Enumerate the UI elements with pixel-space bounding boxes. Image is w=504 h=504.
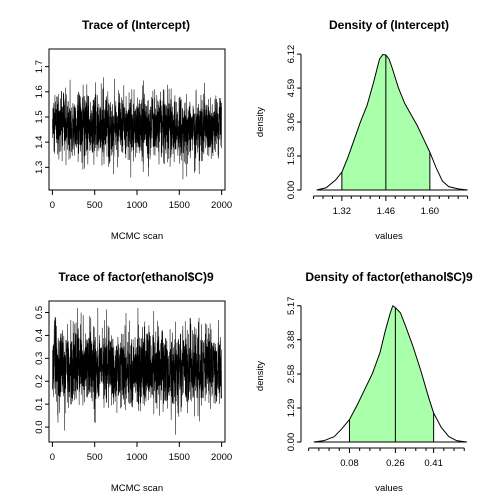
trace-series xyxy=(52,77,222,180)
y-tick-label: 0.1 xyxy=(34,398,45,411)
x-tick-label: 500 xyxy=(87,200,103,211)
y-tick-label: 3.06 xyxy=(286,113,297,132)
density-curve xyxy=(313,304,467,443)
x-tick-label: 0.08 xyxy=(340,458,359,469)
y-tick-label: 0.3 xyxy=(34,352,45,365)
y-axis: 0.0 0.1 0.2 0.3 0.4 0.5 xyxy=(34,306,50,434)
y-tick-label: 5.17 xyxy=(286,296,297,315)
y-tick-label: 0.0 xyxy=(34,420,45,433)
y-axis: 0.00 1.29 2.58 3.88 5.17 xyxy=(286,296,302,452)
y-tick-label: 0.2 xyxy=(34,375,45,388)
chart-title: Density of factor(ethanol$C)9 xyxy=(305,270,473,284)
trace-line xyxy=(52,77,222,180)
x-axis: 0 500 1000 1500 2000 xyxy=(50,441,232,463)
y-tick-label: 1.53 xyxy=(286,147,297,166)
x-tick-label: 0.26 xyxy=(386,458,405,469)
x-tick-label: 0.41 xyxy=(424,458,443,469)
x-axis-label: values xyxy=(375,231,403,242)
density-series xyxy=(316,54,468,191)
y-axis-label: density xyxy=(255,107,266,137)
x-axis: 0.08 0.26 0.41 xyxy=(308,447,465,469)
trace-series xyxy=(52,307,222,435)
trace-intercept-panel: Trace of (Intercept) 0 500 1000 1500 2000 1.… xyxy=(34,18,232,242)
y-tick-label: 0.00 xyxy=(286,181,297,200)
density-ethanol-panel: Density of factor(ethanol$C)9 0.08 0.26 0.… xyxy=(255,270,473,494)
credible-interval-fill xyxy=(349,305,434,442)
x-tick-label: 1.60 xyxy=(421,206,440,217)
x-tick-label: 1000 xyxy=(126,452,147,463)
y-tick-label: 1.7 xyxy=(34,60,45,73)
x-tick-label: 2000 xyxy=(211,452,232,463)
x-tick-label: 2000 xyxy=(211,200,232,211)
chart-title: Trace of (Intercept) xyxy=(82,18,190,32)
y-tick-label: 0.5 xyxy=(34,306,45,319)
x-axis: 1.32 1.46 1.60 xyxy=(313,195,469,217)
y-axis-label: density xyxy=(255,361,266,391)
trace-ethanol-panel: Trace of factor(ethanol$C)9 0 500 1000 1500… xyxy=(34,270,232,494)
x-axis: 0 500 1000 1500 2000 xyxy=(50,189,232,211)
y-tick-label: 0.4 xyxy=(34,329,45,342)
x-axis-label: MCMC scan xyxy=(111,231,163,242)
x-tick-label: 1500 xyxy=(169,452,190,463)
y-tick-label: 2.58 xyxy=(286,365,297,384)
chart-title: Trace of factor(ethanol$C)9 xyxy=(58,270,214,284)
y-axis: 1.3 1.4 1.5 1.6 1.7 xyxy=(34,60,50,174)
x-tick-label: 0 xyxy=(50,200,55,211)
density-curve xyxy=(316,54,468,191)
y-tick-label: 1.4 xyxy=(34,136,45,149)
x-tick-label: 1500 xyxy=(169,200,190,211)
y-tick-label: 3.88 xyxy=(286,330,297,349)
y-tick-label: 1.29 xyxy=(286,399,297,418)
y-tick-label: 1.3 xyxy=(34,161,45,174)
trace-line xyxy=(52,307,222,435)
x-tick-label: 0 xyxy=(50,452,55,463)
y-tick-label: 4.59 xyxy=(286,79,297,98)
density-intercept-panel: Density of (Intercept) 1.32 1.46 1.60 0.00… xyxy=(255,18,469,242)
y-axis: 0.00 1.53 3.06 4.59 6.12 xyxy=(286,45,302,200)
y-tick-label: 0.00 xyxy=(286,433,297,452)
x-tick-label: 1000 xyxy=(126,200,147,211)
x-axis-label: values xyxy=(375,483,403,494)
x-tick-label: 1.32 xyxy=(333,206,352,217)
density-series xyxy=(313,304,467,443)
x-axis-label: MCMC scan xyxy=(111,483,163,494)
y-tick-label: 1.5 xyxy=(34,110,45,123)
y-tick-label: 6.12 xyxy=(286,45,297,64)
y-tick-label: 1.6 xyxy=(34,85,45,98)
x-tick-label: 1.46 xyxy=(377,206,396,217)
chart-title: Density of (Intercept) xyxy=(329,18,449,32)
x-tick-label: 500 xyxy=(87,452,103,463)
